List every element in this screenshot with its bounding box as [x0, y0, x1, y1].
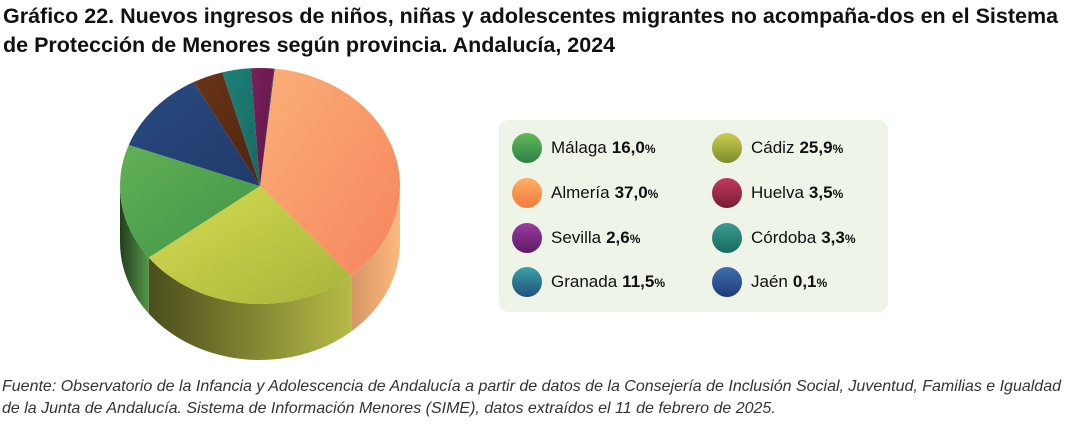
legend-item-sevilla: Sevilla 2,6%	[512, 223, 640, 253]
legend-value-cadiz: 25,9	[799, 138, 833, 157]
legend-swatch-jaen	[712, 267, 742, 297]
legend-swatch-almeria	[512, 178, 542, 208]
pie-slice-malaga	[120, 145, 260, 258]
legend-item-malaga: Málaga 16,0%	[512, 133, 656, 163]
pie-side-malaga	[120, 186, 149, 314]
pie-slice-cadiz	[148, 186, 352, 304]
pie-slice-cordoba	[222, 68, 260, 186]
pie-slice-granada	[128, 82, 260, 186]
legend: Málaga 16,0% Cádiz 25,9% Almería 37,0% Huelva 3…	[499, 120, 888, 312]
legend-label-cadiz: Cádiz 25,9%	[751, 138, 844, 157]
source-note: Fuente: Observatorio de la Infancia y Ad…	[2, 378, 1061, 417]
legend-label-malaga: Málaga 16,0%	[551, 138, 656, 157]
legend-item-cadiz: Cádiz 25,9%	[712, 133, 843, 163]
chart-title: Gráfico 22. Nuevos ingresos de niños, ni…	[3, 4, 1059, 57]
legend-value-granada: 11,5	[622, 272, 655, 291]
pie-slice-almeria	[260, 68, 400, 276]
legend-swatch-sevilla	[512, 223, 542, 253]
legend-swatch-cadiz	[712, 133, 742, 163]
pie-chart-svg	[120, 68, 400, 360]
pie-chart	[110, 68, 420, 368]
pie-slice-huelva	[193, 72, 260, 186]
pie-slice-sevilla	[250, 68, 274, 186]
legend-swatch-huelva	[712, 178, 742, 208]
legend-item-granada: Granada 11,5%	[512, 267, 665, 297]
pie-side-almeria	[351, 186, 400, 332]
legend-value-jaen: 0,1	[792, 272, 817, 291]
legend-value-malaga: 16,0	[611, 138, 645, 157]
legend-swatch-cordoba	[712, 223, 742, 253]
legend-item-almeria: Almería 37,0%	[512, 178, 658, 208]
legend-value-cordoba: 3,3	[821, 228, 845, 247]
pie-slice-jaen	[260, 68, 275, 186]
legend-item-cordoba: Córdoba 3,3%	[712, 223, 856, 253]
legend-label-almeria: Almería 37,0%	[551, 183, 659, 202]
legend-value-huelva: 3,5	[808, 183, 833, 202]
legend-swatch-malaga	[512, 133, 542, 163]
legend-item-jaen: Jaén 0,1%	[712, 267, 827, 297]
legend-label-sevilla: Sevilla 2,6%	[551, 228, 641, 247]
legend-swatch-granada	[512, 267, 542, 297]
legend-label-jaen: Jaén 0,1%	[751, 272, 828, 291]
legend-label-cordoba: Córdoba 3,3%	[751, 228, 856, 247]
legend-value-almeria: 37,0	[614, 183, 648, 202]
legend-item-huelva: Huelva 3,5%	[712, 178, 843, 208]
legend-label-granada: Granada 11,5%	[551, 272, 665, 291]
pie-side-cadiz	[148, 257, 352, 360]
legend-label-huelva: Huelva 3,5%	[751, 183, 844, 202]
legend-value-sevilla: 2,6	[606, 228, 630, 247]
